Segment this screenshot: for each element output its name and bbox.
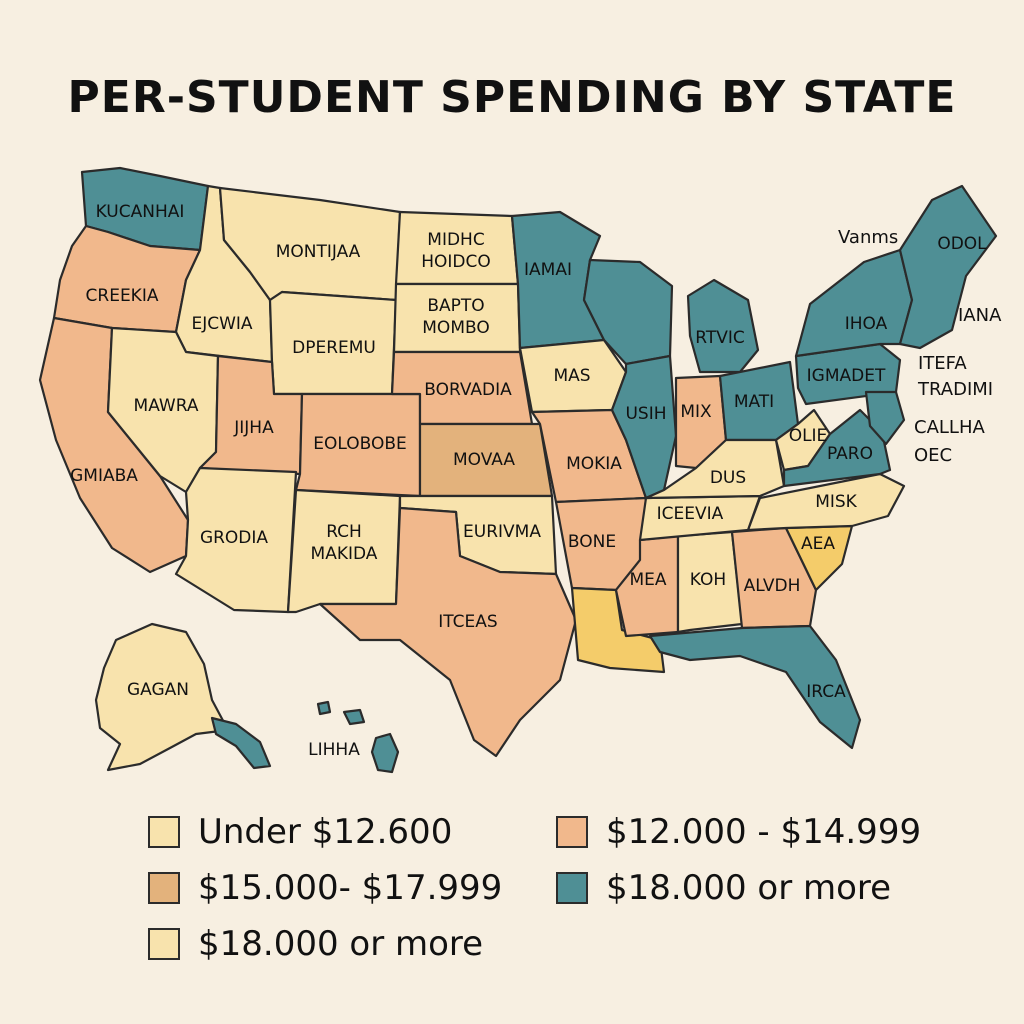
label-nd-2: HOIDCO <box>421 252 491 272</box>
label-hi: LIHHA <box>308 740 360 760</box>
state-tx <box>318 506 578 758</box>
hi-islet-2 <box>316 700 332 716</box>
label-ar: BONE <box>568 532 616 552</box>
label-nm-1: RCH <box>326 522 362 542</box>
label-iana: IANA <box>958 305 1002 326</box>
label-vanms: Vanms <box>838 227 898 248</box>
label-nm-2: MAKIDA <box>311 544 378 564</box>
label-va: PARO <box>827 444 873 464</box>
label-wy: DPEREMU <box>292 338 376 358</box>
label-sd-1: BAPTO <box>427 296 484 316</box>
label-ms: MEA <box>629 570 666 590</box>
state-nc <box>746 472 906 532</box>
label-new-england: ODOL <box>937 234 987 254</box>
label-tx: ITCEAS <box>438 612 497 632</box>
label-ky: DUS <box>710 468 746 488</box>
state-ak-islands <box>210 716 272 770</box>
state-new-england <box>898 184 998 350</box>
label-nc: MISK <box>815 492 857 512</box>
label-in: MIX <box>680 402 712 422</box>
state-mi <box>686 278 760 374</box>
label-fl: IRCA <box>806 682 846 702</box>
label-id: EJCWIA <box>191 314 252 334</box>
label-callha: CALLHA <box>914 417 985 438</box>
label-ca: GMIABA <box>70 466 138 486</box>
state-ak <box>94 622 230 772</box>
label-tn: ICEEVIA <box>657 504 724 524</box>
map-title: PER-STUDENT SPENDING BY STATE <box>67 72 957 123</box>
state-ny <box>794 248 914 358</box>
label-tradimi: TRADIMI <box>917 379 993 400</box>
label-oh: MATI <box>734 392 774 412</box>
label-itefa: ITEFA <box>918 353 967 374</box>
label-pa: IGMADET <box>807 366 886 386</box>
label-ne: BORVADIA <box>424 380 512 400</box>
label-nd-1: MIDHC <box>427 230 484 250</box>
label-il: USIH <box>625 404 666 424</box>
label-mi: RTVIC <box>695 328 744 348</box>
label-or: CREEKIA <box>86 286 159 306</box>
label-ia: MAS <box>553 366 590 386</box>
label-ny: IHOA <box>845 314 888 334</box>
label-ga: ALVDH <box>744 576 801 596</box>
label-sc: AEA <box>801 534 835 554</box>
label-al: KOH <box>690 570 726 590</box>
label-ut: JIJHA <box>233 418 274 438</box>
label-wa: KUCANHAI <box>96 202 185 222</box>
label-oec: OEC <box>914 445 952 466</box>
label-wv: OLIE <box>789 426 828 446</box>
state-nj-md <box>864 390 906 446</box>
state-fl <box>648 624 862 750</box>
label-ak: GAGAN <box>127 680 189 700</box>
label-co: EOLOBOBE <box>313 434 407 454</box>
label-az: GRODIA <box>200 528 268 548</box>
label-mt: MONTIJAA <box>276 242 361 262</box>
label-mo: MOKIA <box>566 454 622 474</box>
label-sd-2: MOMBO <box>422 318 489 338</box>
state-ky <box>644 438 786 500</box>
label-ks: MOVAA <box>453 450 515 470</box>
label-ok: EURIVMA <box>463 522 541 542</box>
label-nv: MAWRA <box>134 396 199 416</box>
label-mn: IAMAI <box>524 260 572 280</box>
hi-islet-1 <box>342 708 366 726</box>
state-hi <box>370 732 400 774</box>
